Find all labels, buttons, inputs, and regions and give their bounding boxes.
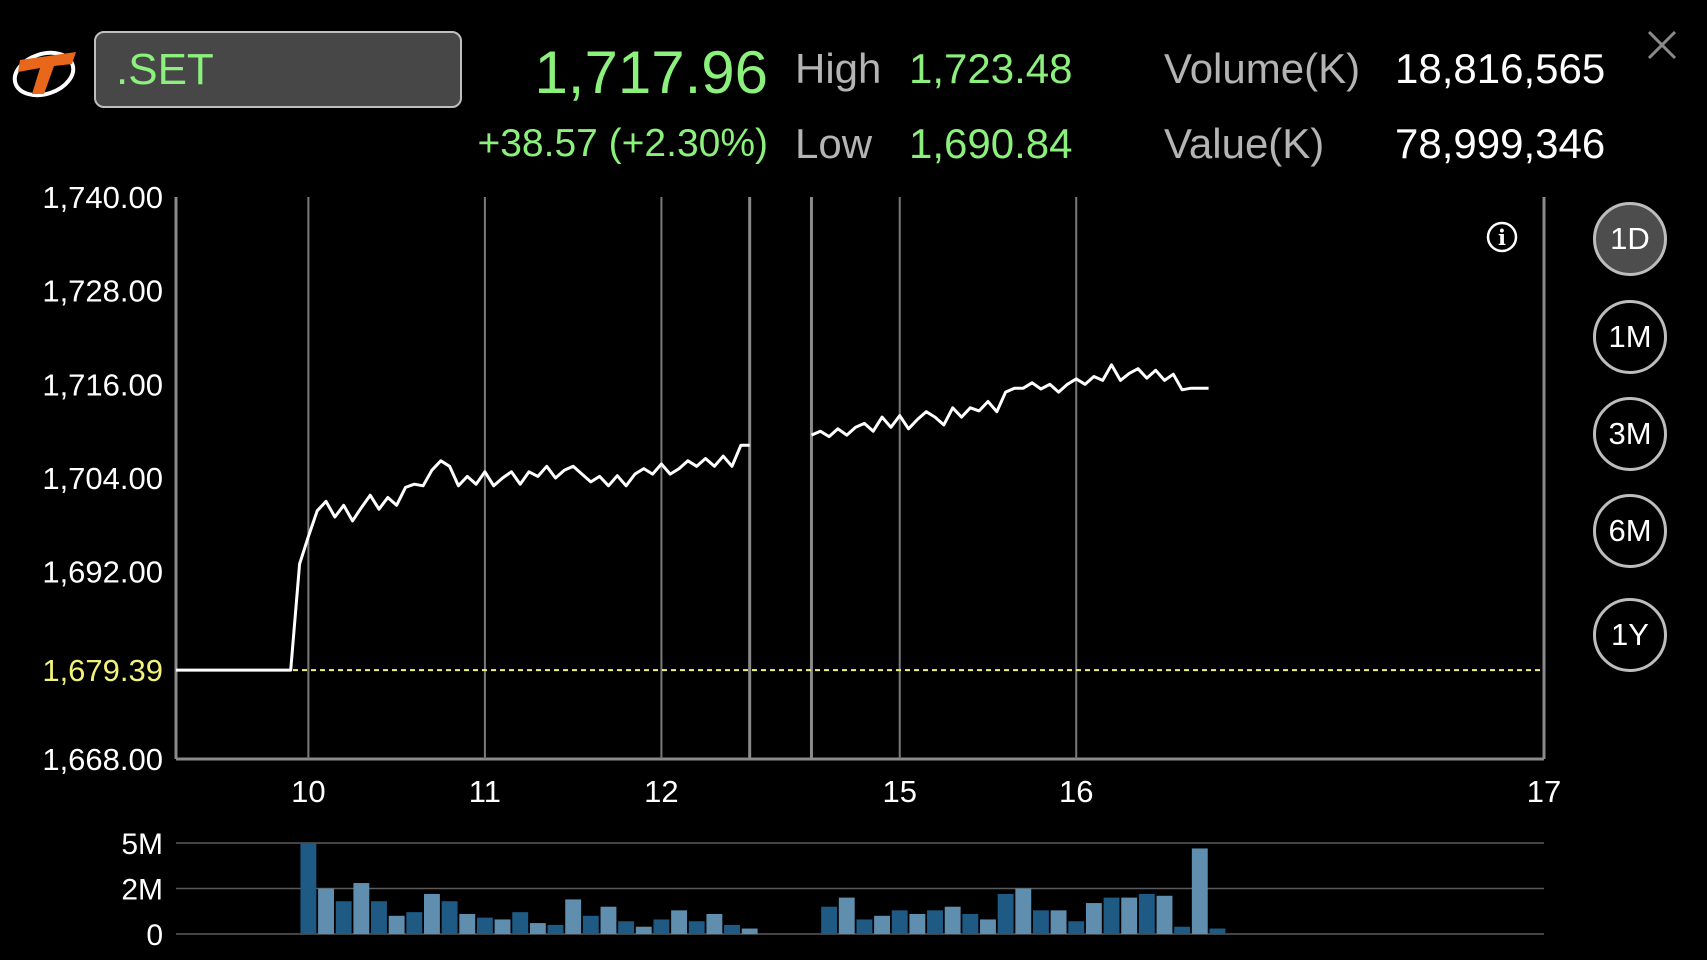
volume-bar xyxy=(856,919,873,934)
volume-bar xyxy=(635,926,652,934)
volume-bar xyxy=(653,919,670,934)
intraday-chart: 1,740.00 1,728.00 1,716.00 1,704.00 1,692.00… xyxy=(42,180,1561,952)
close-icon[interactable] xyxy=(1645,28,1679,62)
volume-bar xyxy=(512,912,529,934)
volume-bar xyxy=(1050,910,1067,934)
price-line-afternoon xyxy=(810,363,1209,439)
x-tick-label: 15 xyxy=(882,774,916,809)
volume-bar xyxy=(944,906,961,934)
x-tick-label: 16 xyxy=(1059,774,1093,809)
volume-tick-label: 5M xyxy=(121,828,163,861)
info-icon-glyph: i xyxy=(1498,225,1506,250)
x-tick-label: 11 xyxy=(469,774,501,809)
volume-bar xyxy=(838,897,855,934)
volume-bar xyxy=(1015,888,1032,934)
price-change: +38.57 (+2.30%) xyxy=(477,122,768,165)
volume-bar xyxy=(724,924,740,934)
high-label: High xyxy=(795,45,882,92)
volume-bar xyxy=(388,915,405,934)
value-value: 78,999,346 xyxy=(1395,120,1606,167)
volume-label: Volume(K) xyxy=(1164,45,1361,92)
volume-bar xyxy=(1103,897,1120,934)
volume-bar xyxy=(406,912,423,934)
info-icon xyxy=(1486,221,1518,253)
low-label: Low xyxy=(795,120,873,167)
volume-bar xyxy=(1085,903,1102,934)
x-tick-label: 10 xyxy=(291,774,325,809)
volume-bar xyxy=(1174,926,1191,934)
volume-bar xyxy=(300,843,317,934)
volume-bar xyxy=(441,901,458,934)
y-tick-label: 1,740.00 xyxy=(42,180,163,215)
range-button-3m[interactable]: 3M xyxy=(1593,397,1667,471)
y-tick-label: 1,728.00 xyxy=(42,274,163,309)
volume-bar xyxy=(688,921,705,934)
volume-bar xyxy=(565,899,582,934)
volume-bar xyxy=(1121,897,1138,934)
y-tick-label: 1,692.00 xyxy=(42,555,163,590)
volume-bar xyxy=(1191,848,1208,934)
volume-bar xyxy=(706,913,723,934)
reference-label: 1,679.39 xyxy=(42,653,163,688)
price-line-morning xyxy=(176,443,750,672)
symbol-input[interactable]: .SET xyxy=(94,31,462,108)
volume-bar xyxy=(318,888,334,934)
y-tick-label: 1,668.00 xyxy=(42,742,163,777)
high-value: 1,723.48 xyxy=(909,45,1073,92)
volume-bar xyxy=(600,906,617,934)
volume-bar xyxy=(891,910,908,934)
volume-value: 18,816,565 xyxy=(1395,45,1606,92)
x-tick-label: 12 xyxy=(644,774,678,809)
y-tick-label: 1,716.00 xyxy=(42,367,163,402)
volume-bar xyxy=(874,915,891,934)
volume-tick-label: 2M xyxy=(121,874,163,907)
volume-bar xyxy=(927,910,943,934)
volume-bar xyxy=(371,901,387,934)
volume-bar xyxy=(547,924,564,934)
range-button-6m[interactable]: 6M xyxy=(1593,494,1667,568)
volume-bar xyxy=(962,913,979,934)
volume-bar xyxy=(582,915,599,934)
volume-bar xyxy=(335,901,352,934)
volume-bar xyxy=(909,913,926,934)
volume-bar xyxy=(424,893,440,934)
last-price: 1,717.96 xyxy=(534,39,768,106)
volume-bar xyxy=(618,921,635,934)
volume-bar xyxy=(476,917,493,934)
volume-bar xyxy=(1032,910,1049,934)
volume-bar xyxy=(529,923,546,934)
volume-bar xyxy=(459,913,476,934)
range-button-1m[interactable]: 1M xyxy=(1593,300,1667,374)
broker-logo-icon xyxy=(12,50,76,98)
volume-bar xyxy=(353,883,370,934)
volume-bar xyxy=(997,893,1014,934)
x-tick-label: 17 xyxy=(1527,774,1561,809)
volume-bar xyxy=(821,906,838,934)
value-label: Value(K) xyxy=(1164,120,1325,167)
volume-bar xyxy=(1156,895,1173,934)
range-button-1y[interactable]: 1Y xyxy=(1593,598,1667,672)
y-tick-label: 1,704.00 xyxy=(42,461,163,496)
low-value: 1,690.84 xyxy=(909,120,1073,167)
range-button-1d[interactable]: 1D xyxy=(1593,202,1667,276)
volume-bar xyxy=(980,919,996,934)
volume-tick-label: 0 xyxy=(146,919,163,952)
volume-bar xyxy=(741,928,758,934)
volume-bar xyxy=(1068,921,1085,934)
volume-bar xyxy=(671,910,688,934)
volume-bar xyxy=(494,919,511,934)
volume-bar xyxy=(1138,893,1155,934)
volume-bar xyxy=(1209,928,1226,934)
